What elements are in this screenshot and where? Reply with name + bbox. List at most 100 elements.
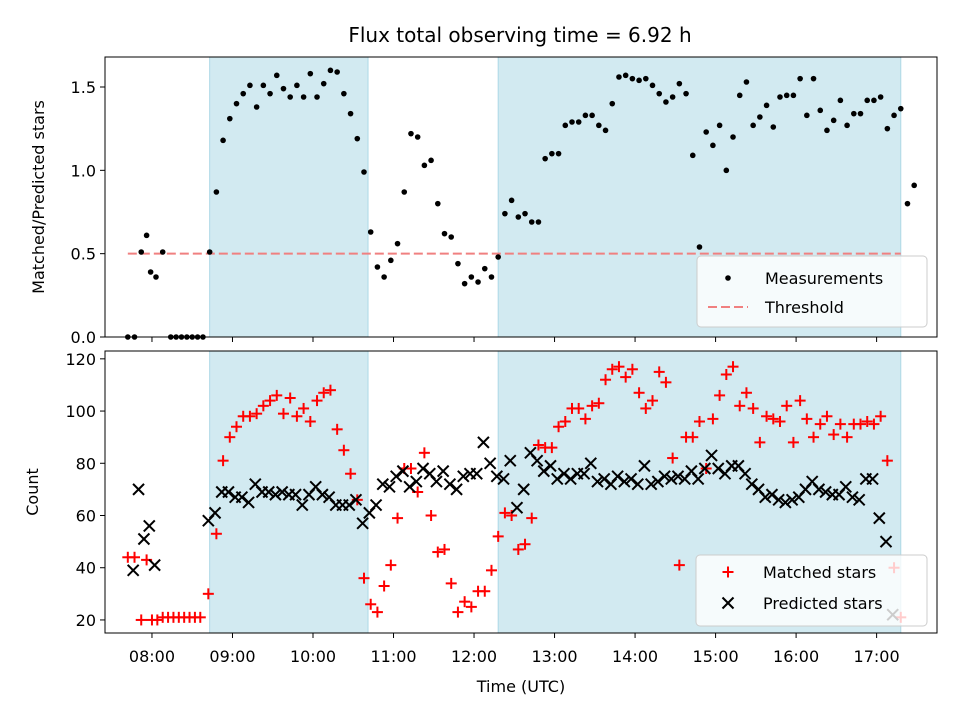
matched-star-point [277, 408, 289, 420]
measurement-point [810, 75, 817, 82]
predicted-star-point [148, 558, 161, 572]
measurement-point [441, 230, 448, 237]
measurement-point [891, 112, 897, 119]
predicted-star-point [262, 485, 275, 499]
measurement-point [220, 137, 226, 144]
measurement-point [233, 100, 240, 107]
predicted-star-point [356, 517, 369, 530]
measurement-point [770, 124, 777, 130]
matched-star-point [135, 614, 147, 626]
matched-star-point [345, 468, 357, 480]
matched-star-point [633, 387, 645, 399]
measurement-point [683, 90, 689, 97]
predicted-star-point [712, 462, 725, 475]
predicted-star-point [591, 475, 604, 488]
measurement-point [481, 265, 488, 272]
matched-star-point [740, 387, 752, 399]
bottom-legend-box [695, 554, 928, 627]
measurement-point [428, 157, 434, 164]
measurement-point [857, 110, 864, 117]
measurement-point [475, 279, 481, 285]
bottom-y-tick-label: 40 [76, 559, 96, 578]
measurement-point [334, 69, 340, 75]
matched-star-point [432, 546, 444, 558]
matched-star-point [667, 452, 679, 464]
matched-star-point [202, 588, 214, 600]
matched-star-point [626, 363, 638, 375]
measurement-point [743, 79, 750, 85]
matched-star-point [553, 421, 565, 433]
predicted-star-point [544, 459, 557, 473]
matched-star-point [794, 395, 806, 407]
measurement-point [710, 142, 716, 149]
predicted-star-point [349, 493, 363, 507]
predicted-star-point [369, 498, 383, 512]
predicted-star-point [738, 467, 752, 480]
matched-star-point [331, 423, 343, 435]
matched-star-points [122, 361, 907, 626]
matched-star-point [673, 559, 685, 571]
x-tick-label: 16:00 [773, 647, 819, 666]
matched-star-point [787, 436, 799, 448]
bottom-shaded-region [209, 350, 369, 634]
measurement-point [575, 119, 582, 125]
matched-star-point [660, 376, 672, 388]
matched-star-point [257, 400, 269, 412]
measurement-point [797, 75, 803, 82]
predicted-star-point [772, 493, 785, 507]
matched-star-point [271, 389, 283, 401]
x-tick-label: 08:00 [129, 647, 175, 666]
predicted-star-point [275, 485, 289, 499]
measurement-point [596, 122, 602, 129]
measurement-point [629, 75, 636, 82]
measurement-point [817, 107, 824, 114]
matched-star-point [210, 528, 222, 540]
predicted-star-point [343, 498, 356, 512]
predicted-star-point [597, 472, 611, 486]
matched-star-point [593, 397, 605, 409]
measurement-point [757, 114, 763, 120]
measurement-point [589, 112, 595, 119]
matched-star-point [653, 366, 665, 378]
predicted-star-point [852, 493, 866, 507]
measurement-point [804, 112, 810, 119]
bottom-panel: 20 40 60 80 100 120 08:00 09:00 10:00 11:00 12:00 1… [23, 350, 938, 696]
matched-star-point [640, 402, 652, 414]
predicted-star-point [638, 459, 651, 473]
predicted-star-point [490, 470, 504, 483]
matched-star-point [519, 538, 531, 550]
measurement-point [636, 77, 642, 84]
matched-star-point [439, 543, 451, 555]
measurement-point [649, 82, 656, 89]
predicted-star-point [759, 491, 772, 504]
measurement-points [125, 67, 917, 340]
matched-star-point [747, 402, 759, 414]
predicted-star-point [624, 472, 638, 486]
measurement-point [750, 122, 756, 129]
predicted-star-point [132, 483, 145, 496]
measurement-point [730, 134, 736, 140]
measurement-point [656, 90, 663, 97]
predicted-star-point [879, 535, 893, 548]
matched-star-point [647, 395, 659, 407]
predicted-star-point [577, 467, 591, 480]
matched-star-point [532, 439, 544, 451]
predicted-star-point [644, 477, 658, 491]
legend-predicted-label: Predicted stars [763, 594, 883, 613]
matched-star-point [855, 418, 867, 430]
measurement-point [723, 167, 730, 174]
measurement-point [314, 94, 320, 100]
measurement-point [851, 110, 857, 117]
bottom-y-tick-label: 80 [76, 454, 96, 473]
measurement-point [213, 189, 220, 195]
measurement-point [542, 155, 548, 162]
matched-star-point [600, 374, 612, 386]
measurement-point [562, 122, 569, 129]
matched-star-point [781, 400, 793, 412]
measurement-point [609, 100, 616, 107]
matched-star-point [814, 418, 826, 430]
matched-star-point [821, 410, 833, 422]
predicted-star-point [812, 483, 826, 496]
predicted-star-point [430, 475, 443, 488]
measurement-point [280, 85, 287, 92]
